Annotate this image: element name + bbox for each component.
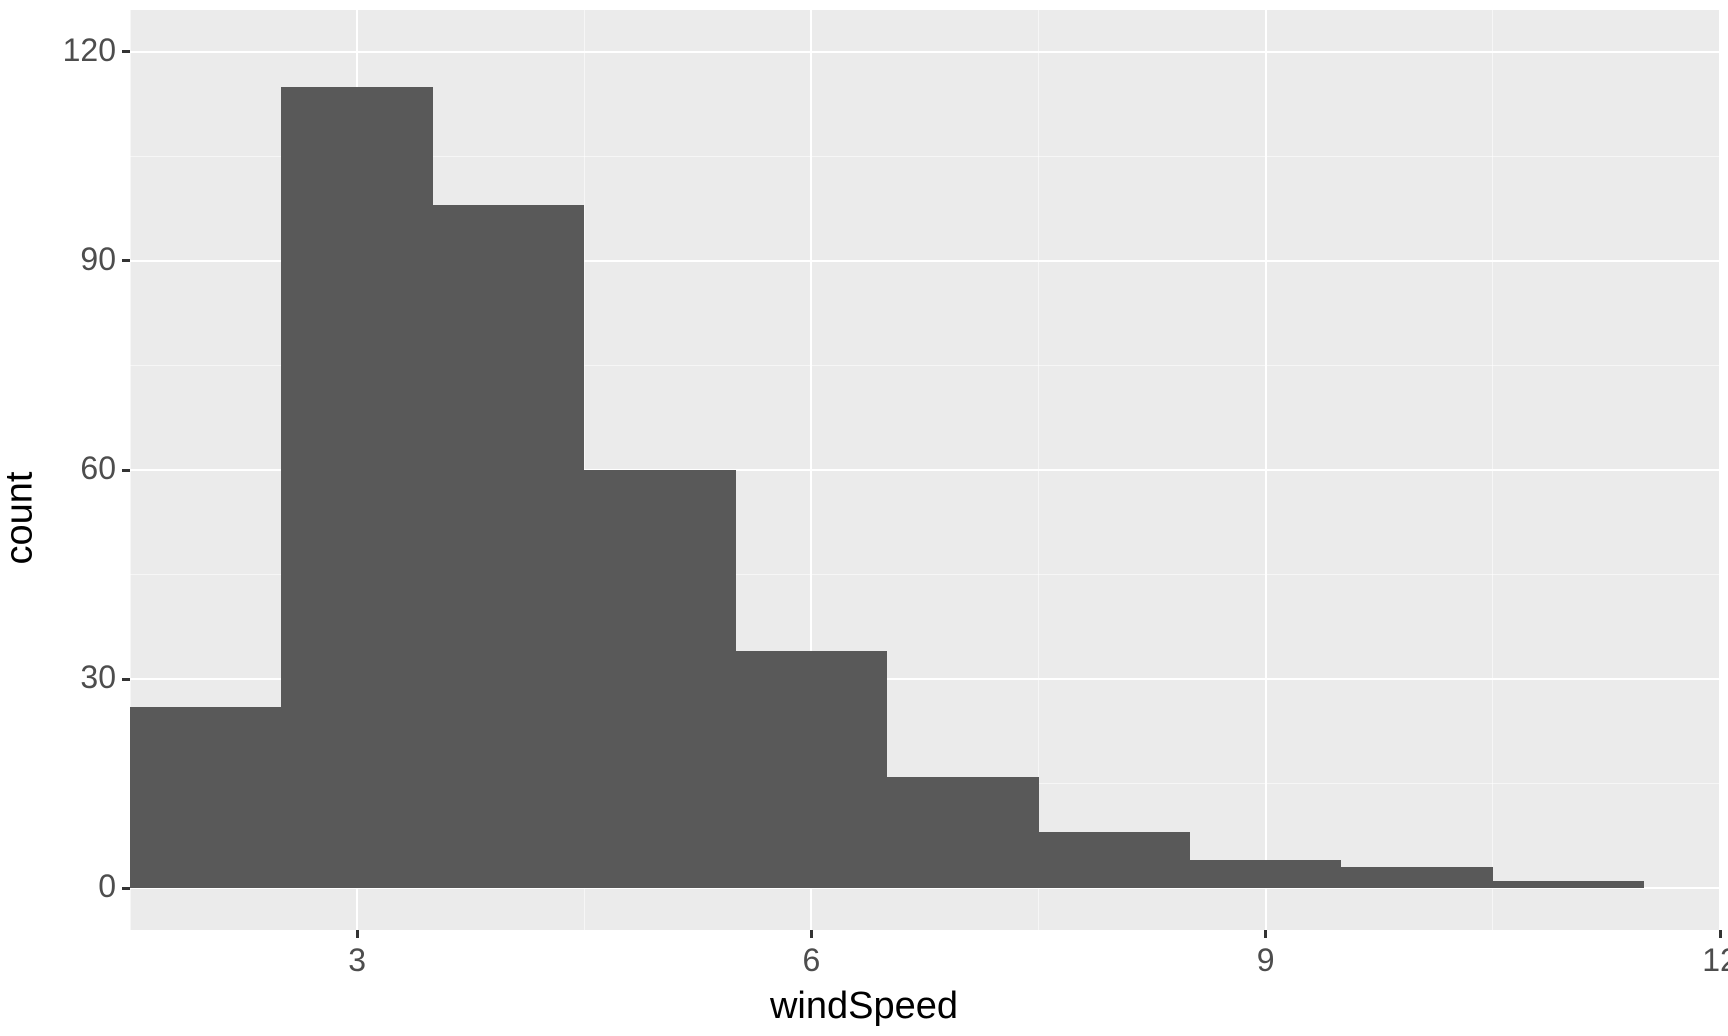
- y-tick-label: 30: [80, 659, 116, 696]
- histogram-bar: [1341, 867, 1492, 888]
- y-tick-mark: [122, 259, 130, 262]
- histogram-bar: [736, 651, 887, 888]
- histogram-bar: [281, 87, 432, 889]
- y-tick-label: 60: [80, 450, 116, 487]
- plot-panel: [130, 10, 1720, 930]
- y-tick-label: 90: [80, 241, 116, 278]
- y-tick-mark: [122, 469, 130, 472]
- x-tick-label: 3: [337, 942, 377, 979]
- y-tick-label: 120: [63, 32, 116, 69]
- y-tick-mark: [122, 887, 130, 890]
- histogram-bar: [1039, 832, 1190, 888]
- x-tick-mark: [1719, 930, 1722, 938]
- histogram-chart: count windSpeed 0 30 60 90 120 3 6 9 12: [0, 0, 1728, 1036]
- histogram-bar: [1493, 881, 1644, 888]
- x-tick-label: 9: [1246, 942, 1286, 979]
- histogram-bar: [584, 470, 735, 888]
- y-tick-label: 0: [98, 868, 116, 905]
- y-tick-mark: [122, 50, 130, 53]
- histogram-bar: [1190, 860, 1341, 888]
- histogram-bar: [433, 205, 584, 888]
- grid-major-h: [130, 51, 1720, 53]
- x-tick-label: 6: [791, 942, 831, 979]
- y-tick-mark: [122, 678, 130, 681]
- y-axis-label: count: [0, 472, 42, 565]
- x-axis-label: windSpeed: [770, 985, 958, 1028]
- grid-major-v: [1265, 10, 1267, 930]
- histogram-bar: [887, 777, 1038, 889]
- x-tick-mark: [1264, 930, 1267, 938]
- histogram-bar: [130, 707, 281, 888]
- x-tick-mark: [810, 930, 813, 938]
- x-tick-label: 12: [1700, 942, 1728, 979]
- x-tick-mark: [356, 930, 359, 938]
- grid-major-v: [1719, 10, 1721, 930]
